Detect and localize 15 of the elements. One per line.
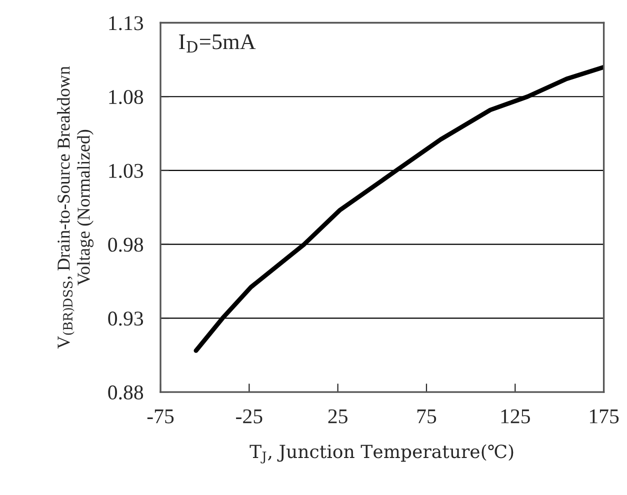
x-tick-label: 175 <box>590 409 619 424</box>
y-tick-label: 0.93 <box>108 312 144 326</box>
y-tick-label: 0.88 <box>108 385 144 400</box>
x-tick-label: -25 <box>236 409 262 424</box>
y-tick-label: 0.98 <box>108 238 144 252</box>
x-tick-label: 75 <box>417 410 436 424</box>
y-tick-label: 1.13 <box>109 16 144 30</box>
x-axis-title: T$_{J}$, Junction Temperature(℃) <box>250 444 514 464</box>
y-tick-label: 1.03 <box>109 164 144 178</box>
x-tick-label: -75 <box>147 410 174 424</box>
y-axis-title: V$_{(BR)DSS}$, Drain-to-Source Breakdown Voltage (Normalized) <box>57 66 94 349</box>
annotation: I$_{D}$=5mA <box>179 34 256 53</box>
x-tick-label: 125 <box>501 409 530 424</box>
y-tick-label: 1.08 <box>109 90 144 104</box>
x-tick-label: 25 <box>328 409 348 424</box>
